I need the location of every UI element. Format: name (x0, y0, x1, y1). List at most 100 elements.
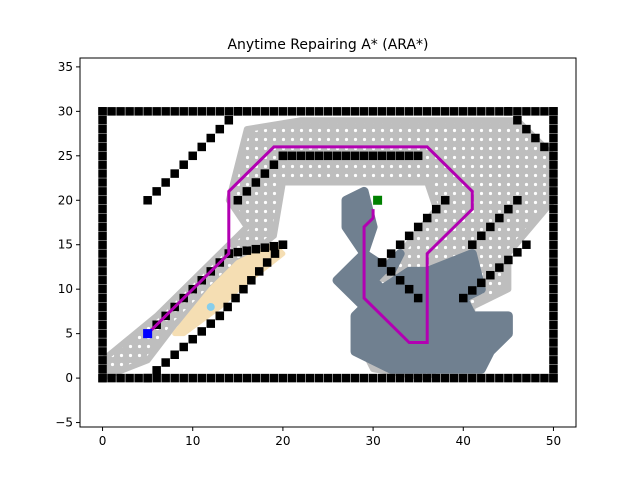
obstacle-marker (549, 204, 558, 214)
obstacle-marker (395, 373, 405, 383)
obstacle-marker (495, 373, 504, 383)
obstacle-marker (504, 107, 513, 116)
obstacle-marker (332, 107, 342, 116)
obstacle-marker (549, 107, 558, 116)
obstacle-marker (540, 107, 549, 116)
y-tick-label: 15 (58, 238, 73, 252)
obstacle-marker (98, 249, 107, 258)
obstacle-marker (440, 107, 450, 116)
obstacle-marker (107, 107, 116, 116)
obstacle-marker (98, 178, 107, 187)
obstacle-marker (305, 373, 315, 383)
current-node-marker (206, 302, 215, 311)
obstacle-marker (98, 187, 107, 196)
obstacle-marker (197, 107, 206, 116)
obstacle-marker (260, 373, 270, 383)
obstacle-marker (260, 169, 270, 178)
obstacle-marker (549, 178, 558, 187)
obstacle-marker (504, 204, 513, 214)
obstacle-marker (254, 267, 264, 276)
obstacle-marker (296, 107, 306, 116)
obstacle-marker (223, 302, 232, 312)
obstacle-marker (269, 107, 279, 116)
obstacle-marker (495, 213, 504, 223)
obstacle-marker (341, 373, 351, 383)
obstacle-marker (242, 187, 252, 196)
obstacle-marker (395, 276, 405, 285)
obstacle-marker (206, 373, 216, 383)
obstacle-marker (269, 373, 279, 383)
x-tick-label: 10 (185, 434, 200, 448)
obstacle-marker (98, 302, 107, 312)
obstacle-marker (513, 373, 522, 383)
obstacle-marker (459, 373, 468, 383)
obstacle-marker (314, 373, 324, 383)
y-tick-label: 5 (65, 327, 73, 341)
obstacle-marker (468, 240, 477, 249)
obstacle-marker (269, 241, 279, 251)
obstacle-marker (98, 320, 107, 329)
obstacle-marker (549, 293, 558, 303)
obstacle-marker (341, 107, 351, 116)
obstacle-marker (341, 151, 351, 161)
obstacle-marker (522, 240, 531, 249)
obstacle-marker (549, 213, 558, 223)
obstacle-marker (386, 267, 396, 276)
obstacle-marker (549, 133, 558, 143)
obstacle-marker (116, 107, 125, 116)
obstacle-marker (98, 124, 107, 134)
obstacle-marker (233, 107, 243, 116)
obstacle-marker (540, 142, 549, 152)
obstacle-marker (287, 151, 297, 161)
obstacle-marker (368, 373, 378, 383)
obstacle-marker (98, 293, 107, 303)
obstacle-marker (197, 327, 206, 336)
obstacle-marker (413, 293, 423, 303)
obstacle-marker (468, 286, 477, 295)
obstacle-marker (386, 107, 396, 116)
obstacle-marker (314, 151, 324, 161)
obstacle-marker (134, 107, 143, 116)
obstacle-marker (188, 334, 197, 344)
obstacle-marker (170, 350, 179, 360)
obstacle-marker (98, 169, 107, 178)
obstacle-marker (170, 373, 179, 383)
obstacle-marker (233, 196, 243, 205)
obstacle-marker (468, 373, 477, 383)
obstacle-marker (215, 373, 225, 383)
obstacle-marker (98, 142, 107, 152)
obstacle-marker (98, 311, 107, 321)
obstacle-marker (522, 107, 531, 116)
obstacle-marker (549, 240, 558, 249)
obstacle-marker (206, 107, 216, 116)
obstacle-marker (215, 124, 225, 134)
obstacle-marker (549, 267, 558, 276)
obstacle-marker (549, 347, 558, 356)
path-line (146, 145, 474, 345)
axis-ticks: 0 10 20 30 40 50 −5 0 5 10 15 20 25 30 35 (55, 60, 561, 448)
obstacle-marker (486, 270, 495, 280)
obstacle-marker (513, 107, 522, 116)
obstacle-marker (262, 258, 272, 267)
obstacle-marker (422, 213, 432, 223)
obstacle-marker (522, 373, 531, 383)
obstacle-marker (179, 107, 188, 116)
obstacle-marker (549, 249, 558, 258)
obstacle-marker (116, 373, 125, 383)
obstacle-marker (269, 160, 279, 169)
obstacle-marker (549, 329, 558, 338)
y-tick-label: 10 (58, 282, 73, 296)
obstacle-marker (422, 373, 432, 383)
obstacle-marker (513, 248, 522, 257)
obstacle-marker (549, 142, 558, 152)
x-tick-label: 0 (99, 434, 107, 448)
obstacle-marker (368, 151, 378, 161)
obstacle-marker (98, 347, 107, 356)
obstacle-marker (251, 178, 261, 187)
obstacle-marker (233, 373, 243, 383)
obstacle-marker (459, 293, 468, 303)
obstacle-marker (215, 107, 225, 116)
obstacle-marker (332, 151, 342, 161)
obstacle-marker (531, 133, 540, 143)
